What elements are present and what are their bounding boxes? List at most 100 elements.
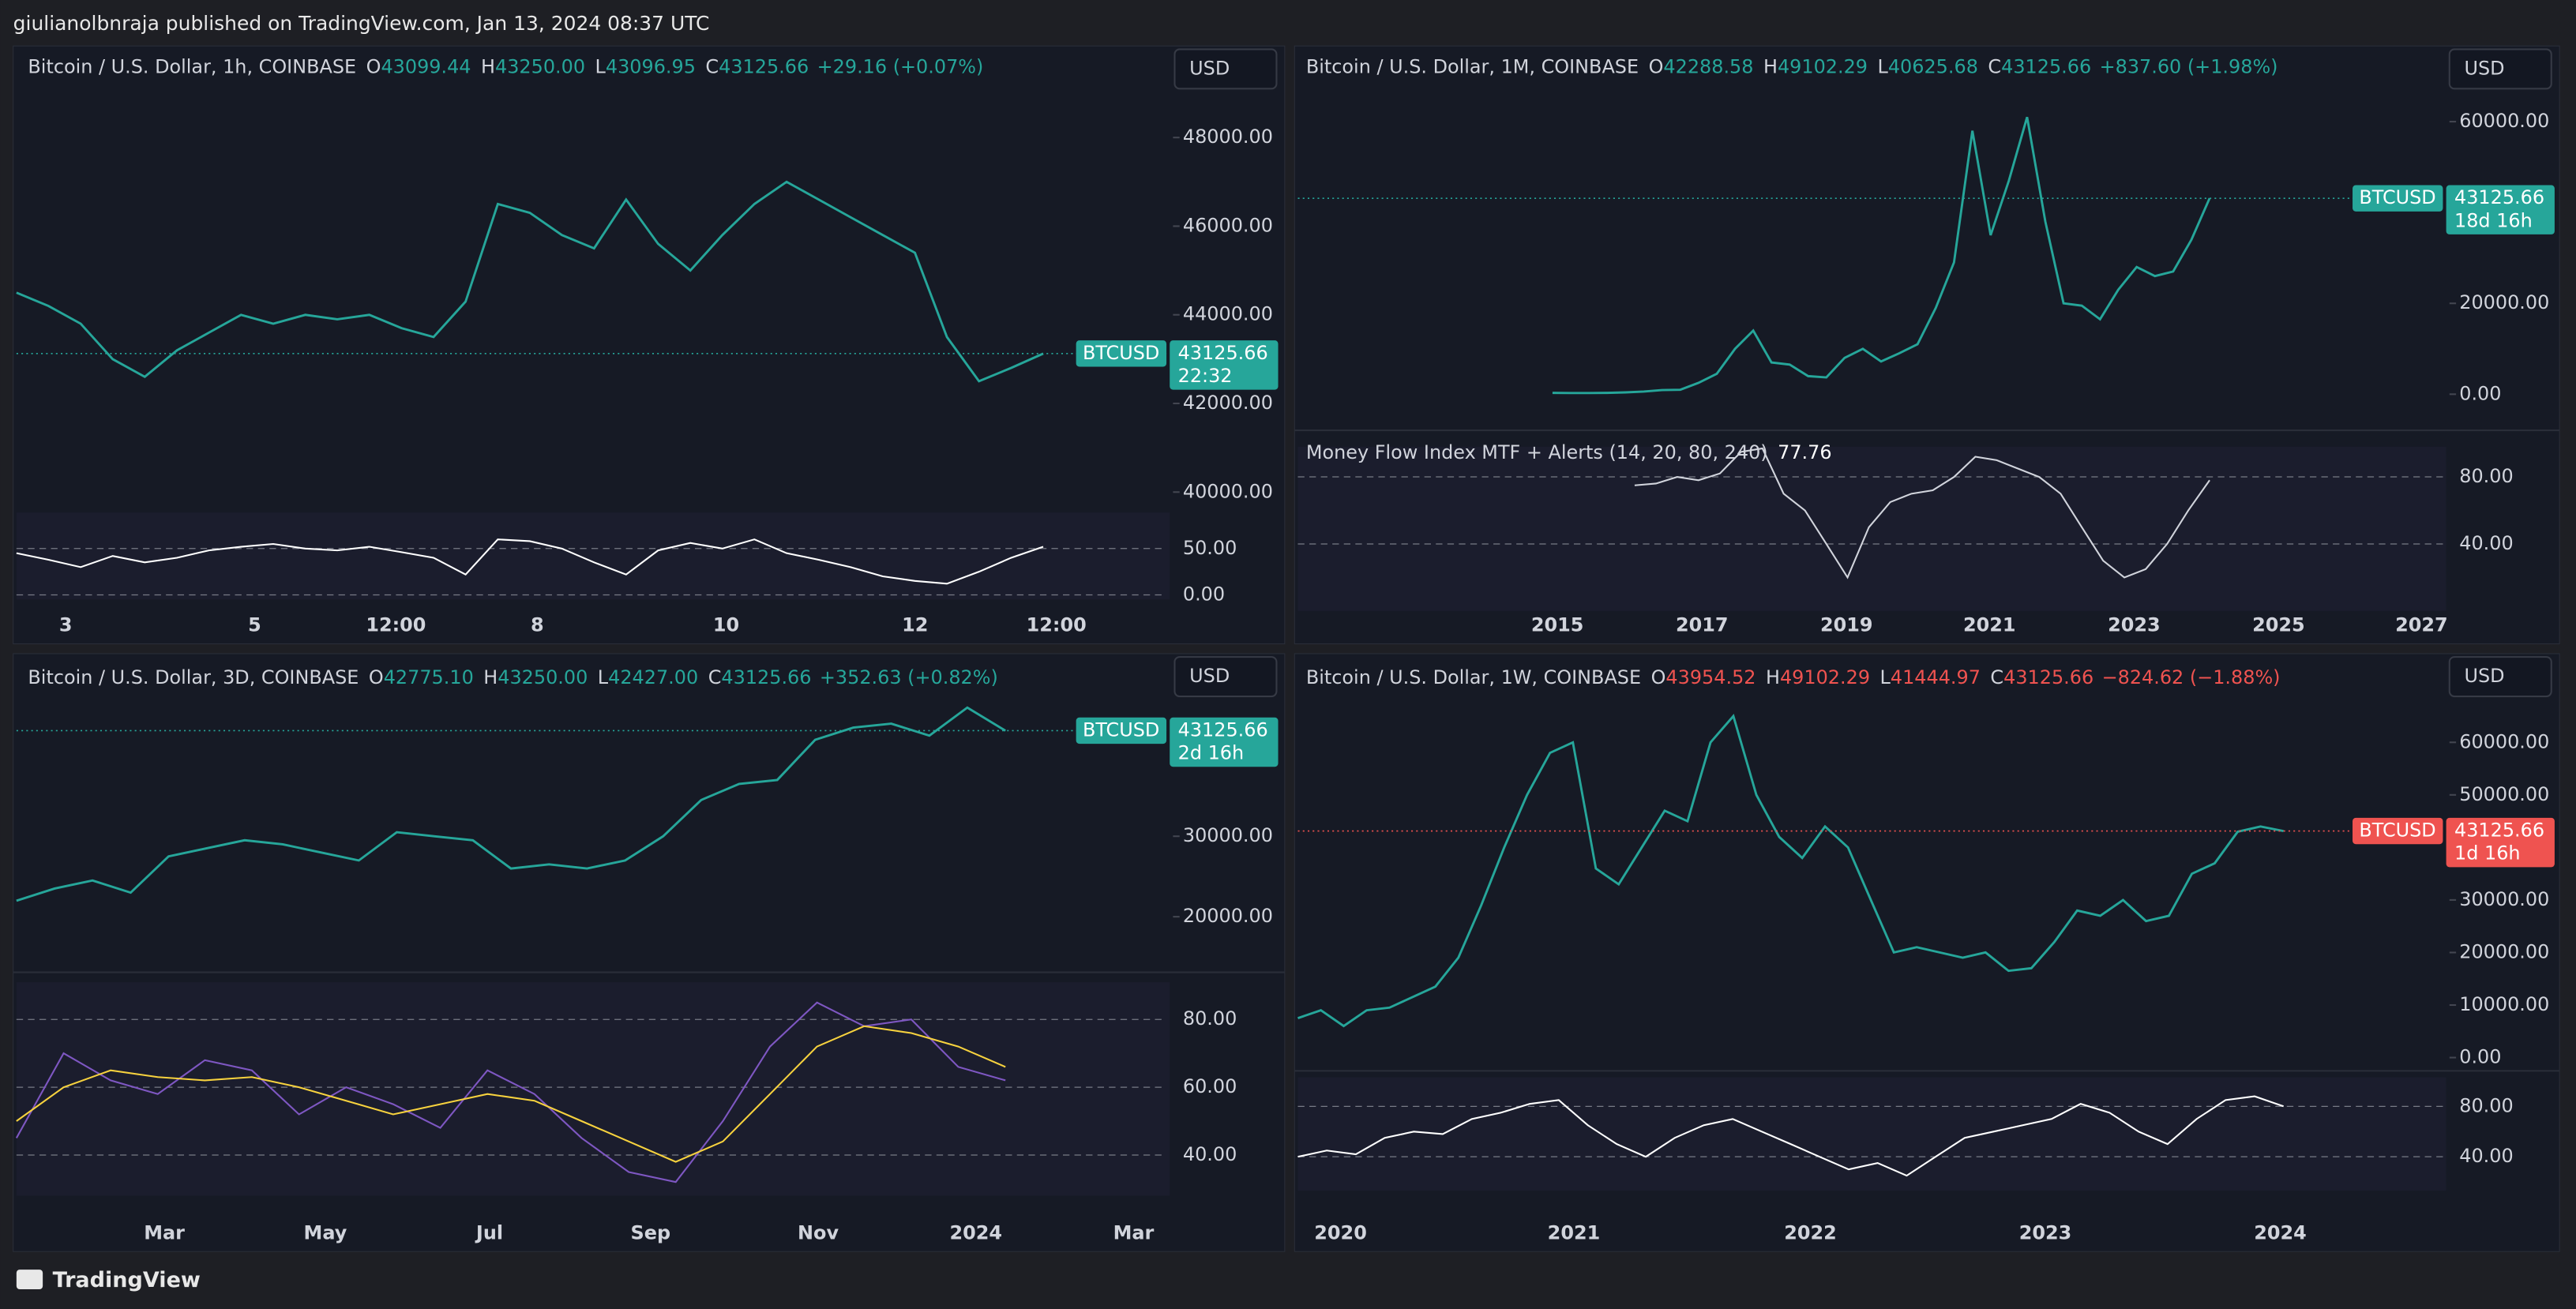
footer-brand: TradingView — [53, 1268, 201, 1292]
indicator-line — [16, 1025, 1006, 1163]
y-tick-label: 42000.00 — [1183, 392, 1273, 414]
indicator-line — [1634, 447, 2210, 579]
legend-title: Bitcoin / U.S. Dollar, 1M, COINBASE — [1306, 55, 1639, 77]
panel — [1294, 653, 2560, 1252]
symbol-tag — [1076, 340, 1167, 367]
currency-button — [2448, 656, 2552, 698]
x-tick-label: 12:00 — [366, 614, 426, 636]
x-tick-label: May — [304, 1221, 347, 1243]
legend-field: O — [1649, 55, 1664, 77]
publish-header: giulianolbnraja published on TradingView… — [13, 12, 710, 35]
legend-title: Bitcoin / U.S. Dollar, 1W, COINBASE — [1306, 666, 1641, 688]
x-tick-label: Mar — [1113, 1221, 1155, 1243]
legend-value: 43096.95 — [606, 55, 696, 77]
legend-value: 43099.44 — [381, 55, 471, 77]
legend-field: H — [481, 55, 495, 77]
indicator-tick-label: 40.00 — [1183, 1143, 1237, 1165]
panel — [13, 45, 1286, 644]
x-tick-label: 2024 — [2254, 1221, 2307, 1243]
legend-field: O — [366, 55, 381, 77]
y-tick-label: 60000.00 — [2459, 110, 2549, 132]
x-tick-label: 2023 — [2108, 614, 2161, 636]
indicator-zone — [16, 982, 1170, 1196]
x-tick-label: 8 — [531, 614, 544, 636]
x-tick-label: 5 — [248, 614, 261, 636]
x-tick-label: 2024 — [949, 1221, 1002, 1243]
y-tick-label: 44000.00 — [1183, 303, 1273, 325]
indicator-zone — [1297, 446, 2446, 611]
indicator-tick-label: 80.00 — [2459, 1094, 2513, 1116]
indicator-last: 77.76 — [1778, 441, 1831, 463]
price-line — [1297, 714, 2284, 1028]
x-tick-label: 3 — [59, 614, 73, 636]
indicator-line — [16, 538, 1044, 585]
legend-value: 43250.00 — [495, 55, 585, 77]
y-tick-label: 50000.00 — [2459, 783, 2549, 805]
symbol-tag — [1076, 717, 1167, 745]
indicator-zone — [1297, 1077, 2446, 1191]
indicator-title: Money Flow Index MTF + Alerts (14, 20, 8… — [1306, 441, 1768, 463]
legend-change: +837.60 (+1.98%) — [2100, 55, 2278, 77]
legend-field: C — [1988, 55, 2001, 77]
y-tick-label: 60000.00 — [2459, 730, 2549, 752]
legend-value: 43125.66 — [2001, 55, 2091, 77]
indicator-line — [1297, 1095, 2285, 1177]
symbol-tag-label: BTCUSD — [1083, 342, 1159, 364]
legend-title: Bitcoin / U.S. Dollar, 1h, COINBASE — [28, 55, 356, 77]
price-tag-label: 43125.66 — [2454, 820, 2544, 842]
price-tag-label: 43125.66 — [2454, 186, 2544, 208]
x-tick-label: 2020 — [1314, 1221, 1367, 1243]
y-tick-label: 48000.00 — [1183, 126, 1273, 148]
legend-value: 42427.00 — [608, 666, 698, 688]
y-tick-label: 0.00 — [2459, 382, 2501, 404]
indicator-tick-label: 50.00 — [1183, 537, 1237, 559]
symbol-tag-label: BTCUSD — [2359, 186, 2435, 208]
y-tick-label: 10000.00 — [2459, 993, 2549, 1015]
countdown-label: 1d 16h — [2454, 842, 2521, 865]
indicator-zone — [16, 512, 1170, 600]
price-tag — [2446, 185, 2555, 234]
indicator-tick-label: 40.00 — [2459, 1145, 2513, 1167]
x-tick-label: 12 — [902, 614, 928, 636]
legend-value: 43954.52 — [1665, 666, 1756, 688]
legend-field: H — [1763, 55, 1778, 77]
x-tick-label: Mar — [144, 1221, 185, 1243]
legend-field: L — [1880, 666, 1891, 688]
countdown-label: 2d 16h — [1178, 742, 1245, 764]
price-tag — [1170, 340, 1279, 390]
indicator-tick-label: 40.00 — [2459, 532, 2513, 554]
legend-value: 42288.58 — [1663, 55, 1753, 77]
legend-field: C — [708, 666, 722, 688]
symbol-tag-label: BTCUSD — [1083, 718, 1159, 741]
legend-field: H — [483, 666, 498, 688]
indicator-tick-label: 80.00 — [2459, 465, 2513, 487]
price-tag-label: 43125.66 — [1178, 342, 1268, 364]
currency-label: USD — [1189, 665, 1230, 687]
x-tick-label: 2021 — [1963, 614, 2016, 636]
brand-logo — [16, 1270, 43, 1290]
indicator-legend: Money Flow Index MTF + Alerts (14, 20, 8… — [1306, 441, 1832, 463]
currency-button — [1173, 656, 1278, 698]
legend-change: +29.16 (+0.07%) — [817, 55, 984, 77]
symbol-tag — [2353, 185, 2443, 212]
legend: Bitcoin / U.S. Dollar, 1M, COINBASE O4228… — [1306, 55, 2278, 77]
x-tick-label: 10 — [713, 614, 739, 636]
y-tick-label: 30000.00 — [1183, 824, 1273, 846]
symbol-tag-label: BTCUSD — [2359, 820, 2435, 842]
x-tick-label: 2025 — [2252, 614, 2305, 636]
price-tag — [1170, 717, 1279, 767]
price-tag — [2446, 817, 2555, 868]
indicator-tick-label: 60.00 — [1183, 1075, 1237, 1097]
x-tick-label: 2027 — [2395, 614, 2448, 636]
legend-field: L — [1878, 55, 1889, 77]
legend-field: C — [705, 55, 719, 77]
currency-label: USD — [1189, 57, 1230, 79]
x-tick-label: 2017 — [1676, 614, 1729, 636]
currency-label: USD — [2464, 57, 2504, 79]
x-tick-label: 2021 — [1548, 1221, 1601, 1243]
legend-value: 49102.29 — [1780, 666, 1870, 688]
legend-field: L — [598, 666, 609, 688]
price-line — [16, 180, 1044, 383]
currency-button — [1173, 48, 1278, 90]
